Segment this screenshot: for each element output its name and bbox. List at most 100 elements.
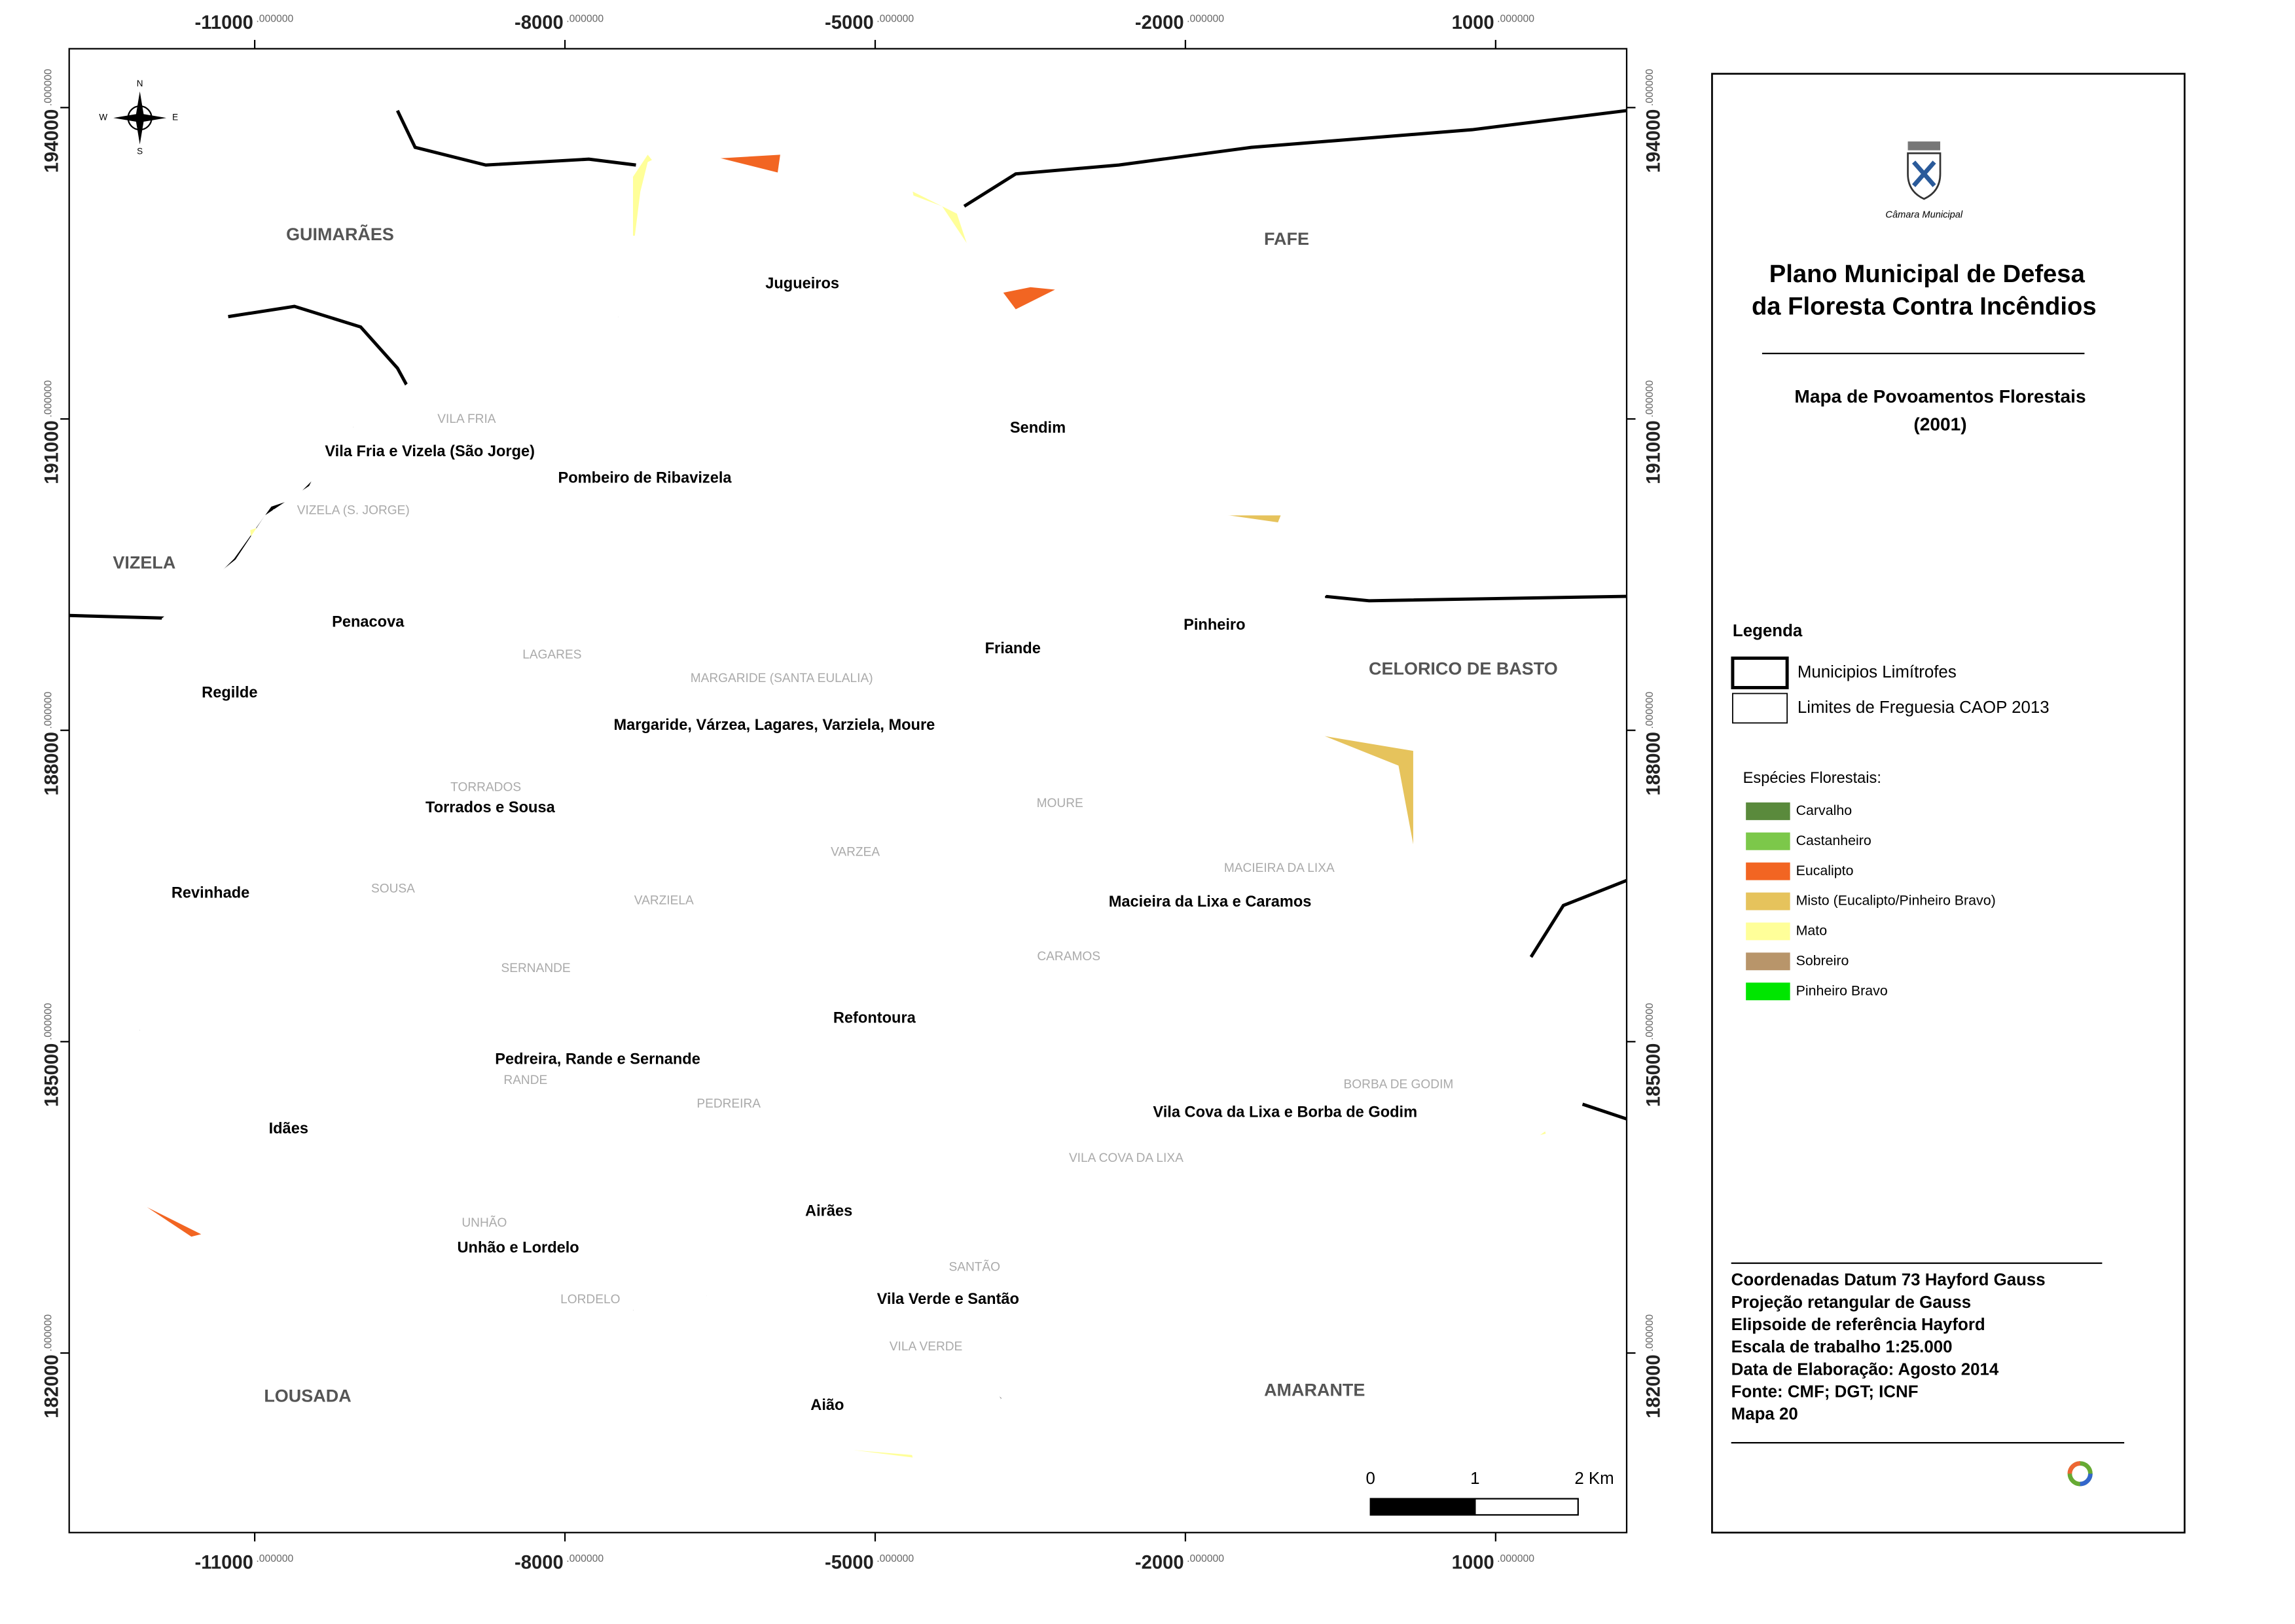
x-tick-label: -2000: [1135, 12, 1184, 33]
panel-frame: [1711, 73, 2186, 1534]
former-parish-label: TORRADOS: [450, 780, 521, 794]
parish-label: Airães: [805, 1202, 852, 1219]
y-tick-label: 194000: [1643, 109, 1664, 173]
species-swatch: [1746, 832, 1790, 850]
legend-symbol: [1732, 693, 1788, 724]
info-block: Coordenadas Datum 73 Hayford Gauss Projeç…: [1731, 1271, 2046, 1424]
municipality-label: AMARANTE: [1264, 1380, 1365, 1400]
x-tick-decimals: .000000: [566, 1553, 604, 1564]
former-parish-label: MACIEIRA DA LIXA: [1224, 861, 1335, 875]
y-tick-decimals: .000000: [43, 1314, 54, 1352]
former-parish-label: VARZEA: [831, 845, 880, 859]
y-tick-decimals: .000000: [1644, 69, 1655, 106]
y-tick-decimals: .000000: [43, 69, 54, 106]
x-tick-decimals: .000000: [876, 1553, 914, 1564]
y-tick-label: 185000: [42, 1043, 63, 1108]
x-tick-decimals: .000000: [256, 1553, 293, 1564]
species-label: Castanheiro: [1796, 833, 1871, 848]
parish-label: Pedreira, Rande e Sernande: [495, 1051, 700, 1068]
info-line: Elipsoide de referência Hayford: [1731, 1316, 1985, 1334]
species-title: Espécies Florestais:: [1743, 770, 1881, 787]
former-parish-label: VILA COVA DA LIXA: [1069, 1151, 1184, 1165]
parish-label: Regilde: [202, 685, 257, 702]
former-parish-label: VIZELA (S. JORGE): [297, 504, 410, 518]
parish-label: Revinhade: [172, 885, 249, 902]
title: da Floresta Contra Incêndios: [1752, 292, 2097, 320]
title: Plano Municipal de Defesa: [1769, 260, 2086, 288]
former-parish-label: LAGARES: [522, 648, 581, 662]
parish-label: Aião: [810, 1397, 844, 1414]
partner-logo-arc: [2080, 1473, 2093, 1487]
compass-e: E: [172, 113, 178, 122]
x-tick-label: -11000: [194, 1552, 253, 1573]
x-tick-decimals: .000000: [1187, 1553, 1224, 1564]
former-parish-label: VILA VERDE: [890, 1340, 963, 1354]
place-labels: VILA FRIA VIZELA (S. JORGE) LAGARES MARGARI…: [113, 224, 1557, 1414]
subtitle: (2001): [1913, 414, 1966, 435]
y-tick-label: 188000: [42, 732, 63, 796]
logo-cross: [1912, 160, 1936, 187]
side-panel: Câmara Municipal Plano Municipal de Defe…: [1711, 73, 2186, 1534]
y-tick-decimals: .000000: [43, 691, 54, 729]
x-tick-decimals: .000000: [876, 14, 914, 25]
scale-bar: 0 1 2 Km: [1366, 1470, 1614, 1516]
municipality-label: LOUSADA: [264, 1386, 351, 1406]
info-line: Mapa 20: [1731, 1405, 1798, 1424]
scale-segment: [1474, 1498, 1579, 1516]
x-tick-label: 1000: [1452, 12, 1494, 33]
x-tick-label: -8000: [515, 1552, 564, 1573]
parish-label: Torrados e Sousa: [425, 799, 556, 816]
y-tick-label: 188000: [1643, 732, 1664, 796]
former-parish-label: PEDREIRA: [696, 1097, 761, 1111]
map-frame: [68, 48, 1628, 1534]
parish-label: Pinheiro: [1184, 617, 1245, 634]
parish-label: Vila Fria e Vizela (São Jorge): [325, 443, 535, 460]
scale-label: 0: [1366, 1470, 1375, 1488]
species-label: Carvalho: [1796, 803, 1852, 818]
species-swatch: [1746, 892, 1790, 911]
former-parish-label: RANDE: [503, 1074, 547, 1087]
info-line: Escala de trabalho 1:25.000: [1731, 1338, 1953, 1356]
municipal-line: [963, 109, 1627, 208]
species-swatch: [1746, 922, 1790, 941]
y-tick-decimals: .000000: [1644, 1003, 1655, 1040]
y-tick-decimals: .000000: [1644, 380, 1655, 418]
species-legend: Carvalho Castanheiro Eucalipto Misto (Eucal…: [1746, 802, 1996, 1001]
compass-w: W: [99, 113, 107, 122]
x-tick-label: 1000: [1452, 1552, 1494, 1573]
municipality-label: FAFE: [1264, 229, 1309, 249]
species-label: Mato: [1796, 923, 1828, 939]
y-tick-decimals: .000000: [1644, 691, 1655, 729]
scale-label: 2 Km: [1574, 1470, 1614, 1488]
parish-label: Penacova: [332, 614, 405, 631]
municipal-line: [1581, 1102, 1627, 1121]
legend-symbol: [1731, 657, 1789, 689]
former-parish-label: MOURE: [1037, 797, 1083, 810]
logo: [1907, 141, 1942, 200]
municipality-label: GUIMARÃES: [286, 224, 394, 244]
compass-needle: [113, 113, 167, 122]
parish-label: Vila Cova da Lixa e Borba de Godim: [1153, 1104, 1417, 1121]
former-parish-label: MARGARIDE (SANTA EULALIA): [691, 672, 873, 685]
x-tick-label: -5000: [825, 12, 874, 33]
parish-label: Macieira da Lixa e Caramos: [1109, 893, 1312, 911]
y-tick-label: 185000: [1643, 1043, 1664, 1108]
compass-n: N: [137, 79, 143, 88]
partner-logo-arc: [2067, 1461, 2080, 1474]
municipality-label: VIZELA: [113, 553, 175, 573]
species-swatch: [1746, 802, 1790, 820]
x-tick-decimals: .000000: [256, 14, 293, 25]
municipal-line: [1529, 878, 1627, 958]
parish-label: Sendim: [1010, 420, 1066, 437]
parish-label: Friande: [985, 640, 1041, 657]
former-parish-label: VARZIELA: [634, 894, 694, 908]
y-tick-label: 191000: [42, 420, 63, 484]
parish-label: Unhão e Lordelo: [457, 1240, 579, 1257]
parish-label: Margaride, Várzea, Lagares, Varziela, Mo…: [614, 717, 935, 734]
former-parish-label: SERNANDE: [501, 962, 570, 975]
y-tick-label: 182000: [1643, 1354, 1664, 1418]
x-tick-decimals: .000000: [1187, 14, 1224, 25]
info-line: Fonte: CMF; DGT; ICNF: [1731, 1383, 1919, 1401]
partner-logo: [2067, 1461, 2093, 1487]
